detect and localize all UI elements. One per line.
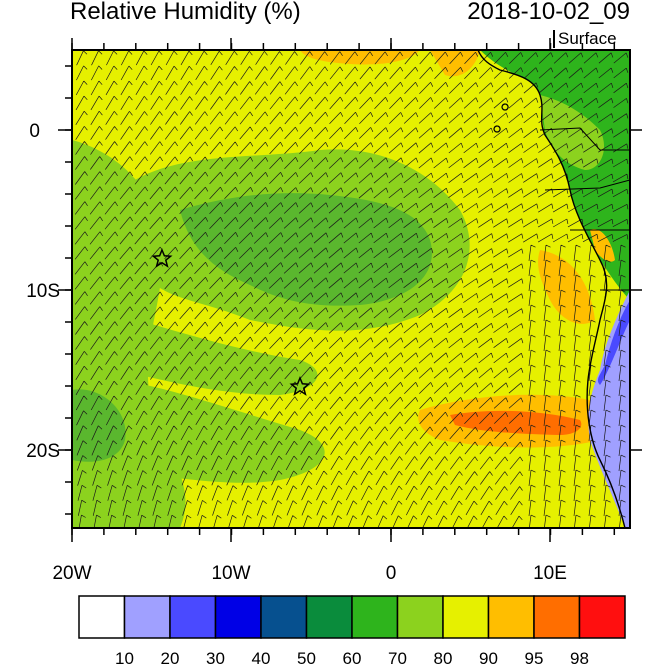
legend-swatch: [169, 595, 217, 639]
legend-label: 40: [252, 649, 271, 667]
legend-swatch: [305, 595, 353, 639]
field-northeast-moist: [430, 50, 480, 77]
island-bioko: [501, 103, 509, 111]
y-tick-label-10s: 10S: [26, 281, 60, 302]
legend-label: 80: [434, 649, 453, 667]
legend-swatch: [78, 595, 126, 639]
map-title: Relative Humidity (%): [70, 0, 301, 25]
legend-label: 10: [115, 649, 134, 667]
legend-label: 30: [206, 649, 225, 667]
map-datetime: 2018-10-02_09: [467, 0, 630, 25]
legend-swatch: [578, 595, 626, 639]
y-tick-label-20s: 20S: [26, 441, 60, 462]
legend-swatch: [533, 595, 581, 639]
humidity-field: [72, 50, 630, 528]
legend-swatch: [487, 595, 535, 639]
field-namibia-very-dry: [597, 300, 630, 385]
legend-label: 60: [343, 649, 362, 667]
legend-label: 98: [570, 649, 589, 667]
legend-label: 20: [161, 649, 180, 667]
legend-label: 90: [479, 649, 498, 667]
field-southern-dry-band: [72, 300, 318, 395]
wind-barb-lines: [74, 50, 629, 528]
island-sao-tome: [493, 125, 501, 133]
level-label: Surface: [553, 30, 617, 48]
x-tick-label-10w: 10W: [211, 563, 250, 584]
x-tick-label-20w: 20W: [52, 563, 91, 584]
map-frame: [71, 49, 631, 529]
legend-label: 95: [525, 649, 544, 667]
legend-swatch: [442, 595, 490, 639]
axis-ticks: [58, 38, 642, 542]
legend-label: 70: [388, 649, 407, 667]
field-central-dry-core: [180, 193, 432, 306]
wind-barbs: [74, 50, 629, 528]
star-marker-1: [151, 248, 173, 268]
coastline: [477, 50, 626, 528]
color-legend: 10 20 30 40 50 60 70 80 90 95 98: [78, 595, 626, 667]
legend-swatch: [123, 595, 171, 639]
field-angola-orange: [590, 229, 615, 262]
field-coastal-moist: [538, 250, 595, 324]
legend-swatch: [396, 595, 444, 639]
star-marker-2: [289, 376, 311, 396]
field-southwest-green: [72, 378, 325, 483]
x-tick-label-10e: 10E: [533, 563, 567, 584]
legend-swatch: [351, 595, 399, 639]
legend-label: 50: [297, 649, 316, 667]
field-north-moist: [300, 50, 420, 65]
legend-swatch: [260, 595, 308, 639]
x-tick-label-0: 0: [386, 563, 397, 584]
country-borders: [539, 127, 630, 291]
y-tick-label-0: 0: [29, 121, 40, 142]
field-southeast-very-moist: [450, 410, 582, 435]
legend-swatch: [214, 595, 262, 639]
